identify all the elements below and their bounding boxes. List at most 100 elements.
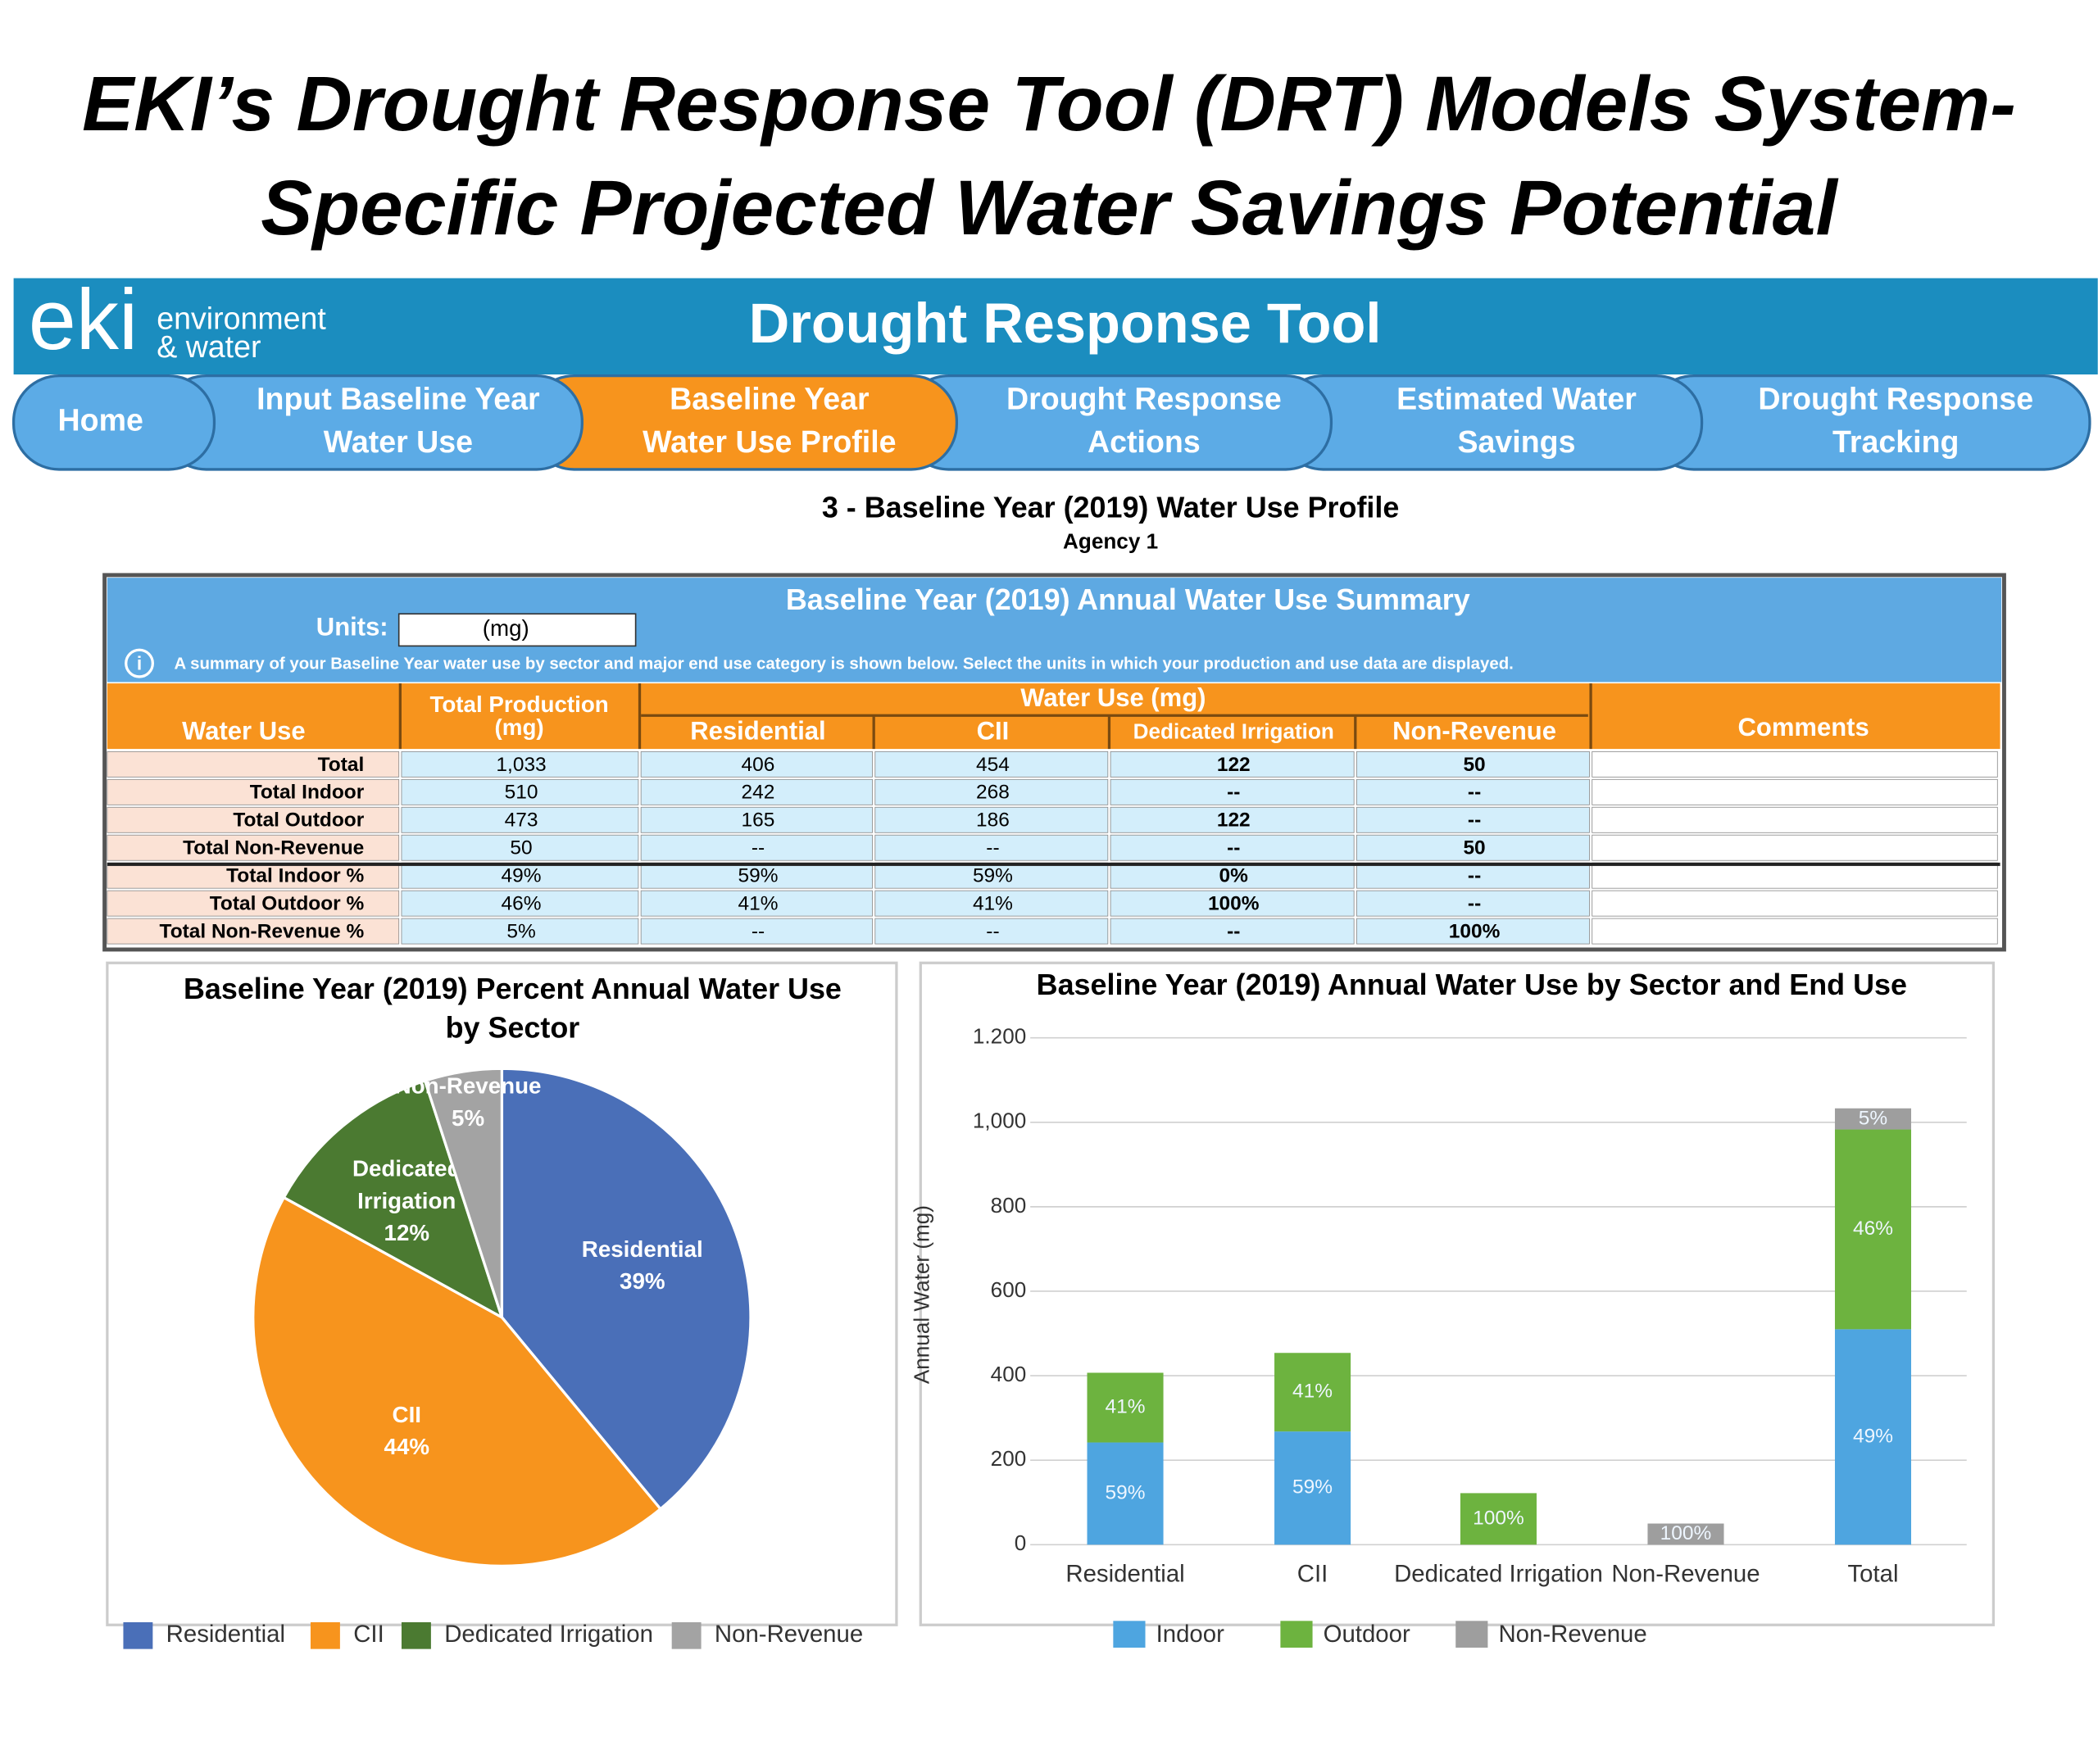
bar-segment: [1460, 1493, 1537, 1545]
slice-label: Irrigation: [357, 1188, 456, 1213]
column-header: Water Use: [182, 717, 305, 746]
app-banner: [13, 278, 2098, 375]
page-heading: 3 - Baseline Year (2019) Water Use Profi…: [822, 490, 1400, 524]
table-value: 0%: [1219, 865, 1249, 887]
column-header: Comments: [1738, 713, 1869, 741]
table-value: 46%: [502, 893, 542, 915]
table-value: 5%: [506, 921, 535, 943]
logo-text: environment: [157, 302, 326, 336]
row-label: Total Indoor %: [226, 865, 364, 887]
segment-label: 46%: [1853, 1218, 1893, 1240]
chart-title: Baseline Year (2019) Annual Water Use by…: [1037, 968, 1907, 1001]
table-value: --: [1227, 782, 1240, 804]
table-cell: [107, 918, 400, 945]
slice-label: Non-Revenue: [395, 1073, 542, 1099]
group-line: [641, 714, 1588, 717]
table-cell: [874, 806, 1109, 833]
table-value: 242: [742, 782, 775, 804]
nav-label: Input Baseline Year: [257, 382, 540, 416]
row-label: Total Outdoor %: [210, 893, 365, 915]
bar-segment: [1834, 1108, 1912, 1130]
nav-label: Baseline Year: [670, 382, 870, 416]
table-cell: [1356, 918, 1590, 945]
table-cell: [1356, 778, 1590, 805]
legend-label: Residential: [166, 1621, 285, 1648]
table-cell: [1110, 890, 1355, 917]
y-tick-label: 800: [991, 1193, 1027, 1218]
chart-title: by Sector: [446, 1010, 580, 1044]
table-value: 59%: [973, 865, 1013, 887]
table-cell: [1110, 834, 1355, 861]
table-cell: [640, 834, 873, 861]
table-value: --: [752, 837, 765, 859]
table-cell: [107, 890, 400, 917]
table-value: 165: [742, 809, 775, 832]
x-tick-label: Total: [1847, 1561, 1898, 1588]
table-cell: [874, 862, 1109, 889]
table-value: 454: [976, 754, 1010, 776]
table-cell: [874, 778, 1109, 805]
app-title: Drought Response Tool: [749, 292, 1382, 355]
table-cell: [640, 806, 873, 833]
segment-label: 100%: [1473, 1507, 1524, 1529]
page-title: Specific Projected Water Savings Potenti…: [261, 165, 1838, 252]
row-separator: [107, 862, 2000, 866]
table-cell: [1356, 834, 1590, 861]
table-value: 122: [1217, 809, 1251, 832]
column-header: Dedicated Irrigation: [1133, 719, 1334, 743]
table-title: Baseline Year (2019) Annual Water Use Su…: [786, 583, 1470, 616]
table-cell: [1592, 834, 1998, 861]
column-divider: [1107, 715, 1111, 750]
table-note: A summary of your Baseline Year water us…: [174, 655, 1513, 673]
column-header: Residential: [690, 717, 825, 746]
x-tick-label: Dedicated Irrigation: [1394, 1561, 1603, 1588]
bar-segment: [1274, 1353, 1351, 1432]
table-cell: [1592, 750, 1998, 778]
legend-label: Indoor: [1156, 1621, 1225, 1648]
legend-label: Dedicated Irrigation: [444, 1621, 653, 1648]
segment-label: 100%: [1660, 1522, 1712, 1544]
table-cell: [1592, 918, 1998, 945]
column-divider: [1354, 715, 1357, 750]
bar-segment: [1647, 1523, 1724, 1545]
table-value: 50: [1463, 837, 1485, 859]
table-value: --: [1468, 865, 1481, 887]
table-cell: [1110, 750, 1355, 778]
table-value: --: [986, 921, 999, 943]
table-cell: [107, 834, 400, 861]
table-cell: [1592, 890, 1998, 917]
table-cell: [1110, 862, 1355, 889]
chart-title: Baseline Year (2019) Percent Annual Wate…: [184, 972, 842, 1005]
page-subheading: Agency 1: [1063, 529, 1158, 554]
units-box[interactable]: [397, 613, 637, 647]
column-header: (mg): [495, 714, 544, 740]
legend-swatch: [671, 1621, 702, 1649]
legend-swatch: [123, 1621, 153, 1649]
y-axis-label: Annual Water (mg): [909, 1205, 933, 1384]
table-value: 122: [1217, 754, 1251, 776]
table-cell: [401, 778, 639, 805]
table-value: --: [986, 837, 999, 859]
table-cell: [874, 918, 1109, 945]
table-value: 100%: [1208, 893, 1260, 915]
table-value: 186: [976, 809, 1010, 832]
logo: eki: [29, 272, 139, 368]
slice-value-label: 44%: [384, 1434, 430, 1459]
legend-swatch: [1113, 1621, 1146, 1648]
row-label: Total Non-Revenue %: [160, 921, 365, 943]
nav-label: Water Use Profile: [643, 424, 896, 459]
table-cell: [640, 890, 873, 917]
table-cell: [401, 750, 639, 778]
table-cell: [640, 750, 873, 778]
legend-label: Non-Revenue: [1498, 1621, 1646, 1648]
y-tick-label: 0: [1015, 1530, 1027, 1555]
units-value: (mg): [483, 615, 529, 641]
table-cell: [401, 918, 639, 945]
table-cell: [1110, 778, 1355, 805]
nav-tab[interactable]: [11, 374, 216, 471]
slice-label: Dedicated: [352, 1156, 461, 1181]
table-cell: [1592, 806, 1998, 833]
row-label: Total: [318, 754, 365, 776]
legend-swatch: [310, 1621, 340, 1649]
